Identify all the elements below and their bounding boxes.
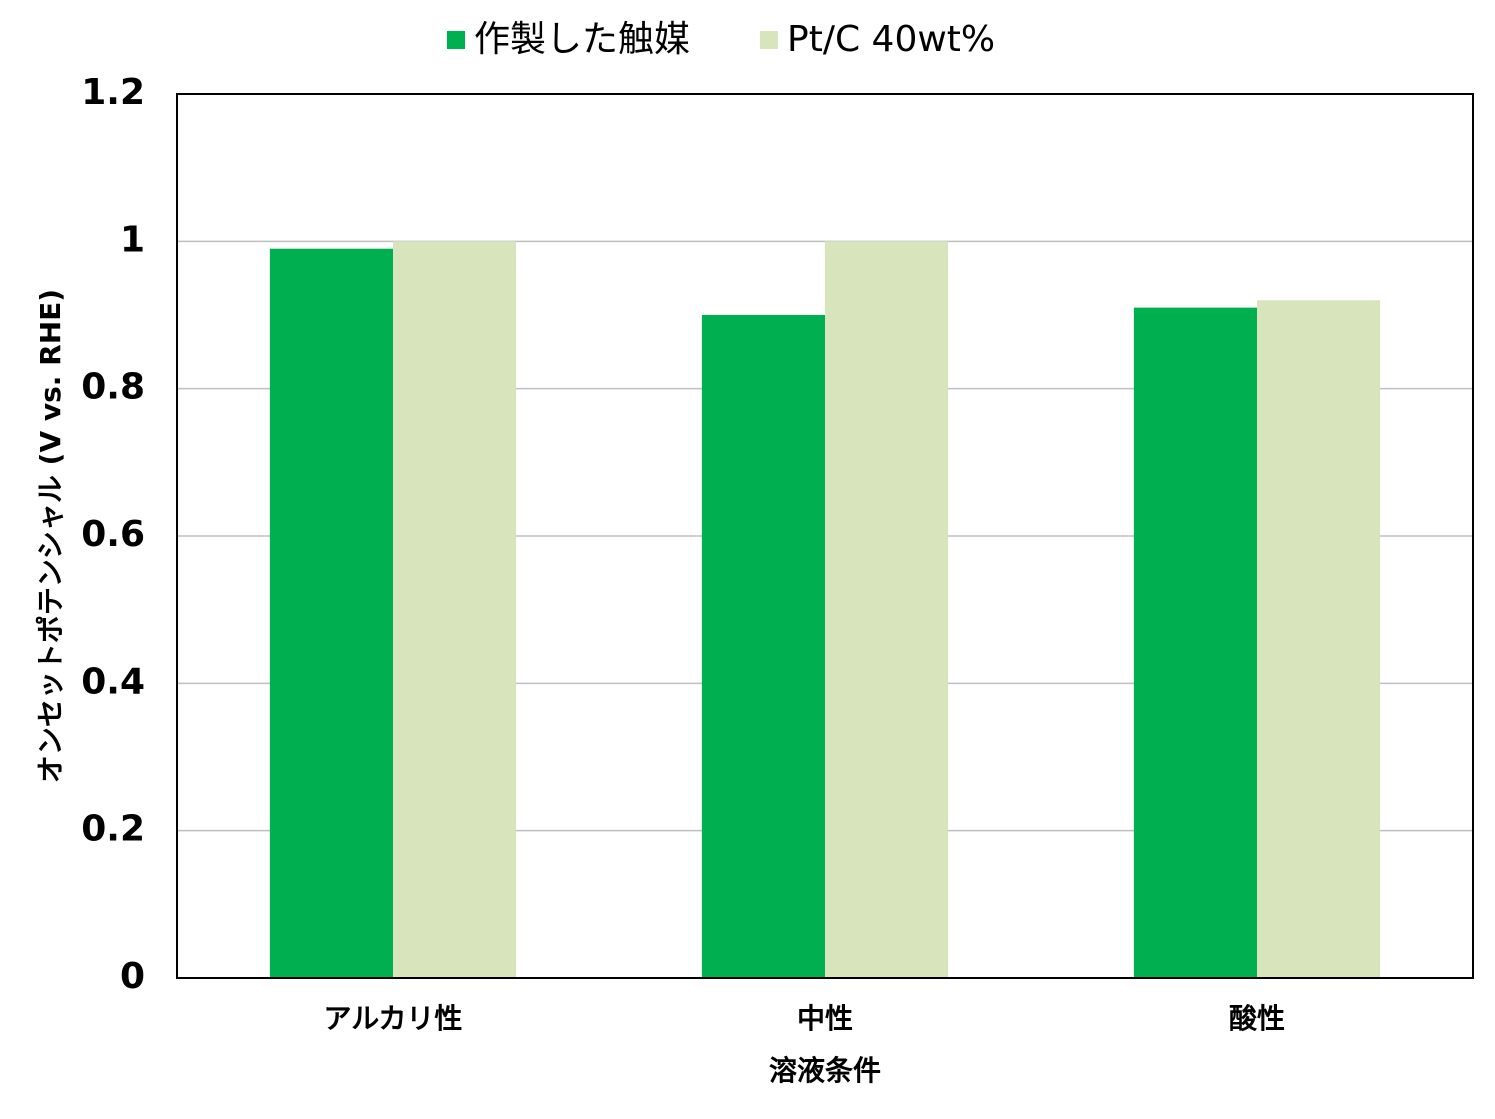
legend-label: Pt/C 40wt%	[787, 19, 995, 60]
x-tick-label: 酸性	[1229, 1002, 1285, 1035]
y-axis-title: オンセットポテンシャル (V vs. RHE)	[34, 289, 67, 783]
x-tick-label: 中性	[797, 1002, 853, 1035]
y-tick-label: 0.6	[81, 514, 145, 555]
plot-frame	[176, 93, 1474, 979]
legend-swatch	[447, 31, 465, 49]
bar	[1257, 300, 1381, 978]
y-tick-label: 0.8	[81, 367, 145, 408]
legend-swatch	[760, 31, 778, 49]
bar	[1133, 307, 1257, 979]
bar	[393, 241, 517, 979]
y-tick-label: 1.2	[81, 72, 145, 113]
bar	[825, 241, 949, 979]
y-tick-label: 0	[120, 956, 145, 997]
bar	[701, 315, 825, 978]
x-tick-label: アルカリ性	[324, 1002, 463, 1035]
x-axis-title: 溶液条件	[769, 1054, 881, 1087]
legend-label: 作製した触媒	[474, 19, 690, 60]
y-tick-label: 0.2	[81, 809, 145, 850]
y-tick-label: 0.4	[81, 661, 145, 702]
y-tick-label: 1	[120, 219, 145, 260]
bar	[269, 248, 393, 978]
